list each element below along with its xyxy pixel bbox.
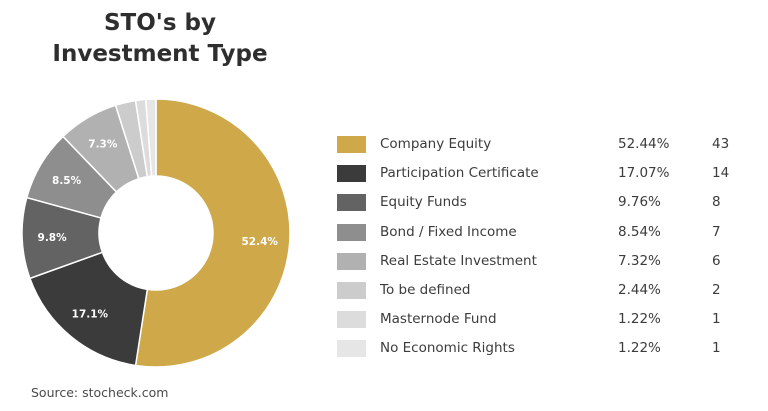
legend-count: 2 — [712, 281, 721, 298]
legend-item-participation-certificate: Participation Certificate 17.07% 14 — [337, 160, 747, 189]
legend-label: Masternode Fund — [380, 311, 497, 328]
legend-swatch — [337, 252, 366, 270]
slice-label-company-equity: 52.4% — [241, 236, 278, 248]
slice-label-bond-fixed-income: 8.5% — [52, 175, 82, 187]
legend-item-company-equity: Company Equity 52.44% 43 — [337, 131, 747, 160]
legend: Company Equity 52.44% 43 Participation Cert… — [337, 131, 747, 365]
chart-title: STO's by Investment Type — [0, 8, 320, 70]
slice-company-equity — [134, 98, 291, 368]
slice-no-economic-rights — [144, 98, 157, 177]
legend-swatch — [337, 311, 366, 329]
legend-label: Participation Certificate — [380, 165, 539, 182]
slice-label-real-estate-investment: 7.3% — [88, 139, 118, 151]
legend-percent: 17.07% — [618, 165, 670, 182]
legend-label: Bond / Fixed Income — [380, 223, 517, 240]
legend-item-equity-funds: Equity Funds 9.76% 8 — [337, 189, 747, 218]
legend-count: 1 — [712, 340, 721, 357]
legend-count: 43 — [712, 136, 730, 152]
legend-label: Equity Funds — [380, 194, 467, 211]
legend-count: 1 — [712, 311, 721, 328]
legend-percent: 2.44% — [618, 281, 661, 298]
legend-count: 14 — [712, 165, 730, 182]
chart-title-line-2: Investment Type — [52, 41, 268, 67]
legend-item-no-economic-rights: No Economic Rights 1.22% 1 — [337, 335, 747, 364]
legend-label: Real Estate Investment — [380, 252, 537, 269]
legend-swatch — [337, 281, 366, 299]
slice-participation-certificate — [28, 251, 149, 367]
legend-count: 8 — [712, 194, 721, 211]
legend-swatch — [337, 136, 366, 153]
donut-chart: 52.4% 17.1% 9.8% 8.5% 7.3% — [21, 98, 291, 368]
chart-title-line-1: STO's by — [103, 10, 216, 36]
legend-swatch — [337, 165, 366, 183]
legend-percent: 8.54% — [618, 223, 661, 240]
legend-percent: 52.44% — [618, 136, 670, 152]
legend-percent: 1.22% — [618, 311, 661, 328]
legend-item-to-be-defined: To be defined 2.44% 2 — [337, 277, 747, 306]
slice-label-equity-funds: 9.8% — [38, 232, 68, 244]
source-note: Source: stocheck.com — [31, 385, 169, 400]
legend-label: To be defined — [380, 281, 471, 298]
legend-label: No Economic Rights — [380, 340, 515, 357]
legend-swatch — [337, 223, 366, 241]
slice-label-participation-certificate: 17.1% — [72, 308, 109, 320]
legend-swatch — [337, 194, 366, 212]
legend-percent: 9.76% — [618, 194, 661, 211]
legend-item-real-estate-investment: Real Estate Investment 7.32% 6 — [337, 248, 747, 277]
legend-label: Company Equity — [380, 136, 492, 152]
legend-item-masternode-fund: Masternode Fund 1.22% 1 — [337, 306, 747, 335]
legend-percent: 1.22% — [618, 340, 661, 357]
legend-count: 7 — [712, 223, 721, 240]
legend-count: 6 — [712, 252, 721, 269]
legend-swatch — [337, 340, 366, 358]
legend-item-bond-fixed-income: Bond / Fixed Income 8.54% 7 — [337, 219, 747, 248]
legend-percent: 7.32% — [618, 252, 661, 269]
